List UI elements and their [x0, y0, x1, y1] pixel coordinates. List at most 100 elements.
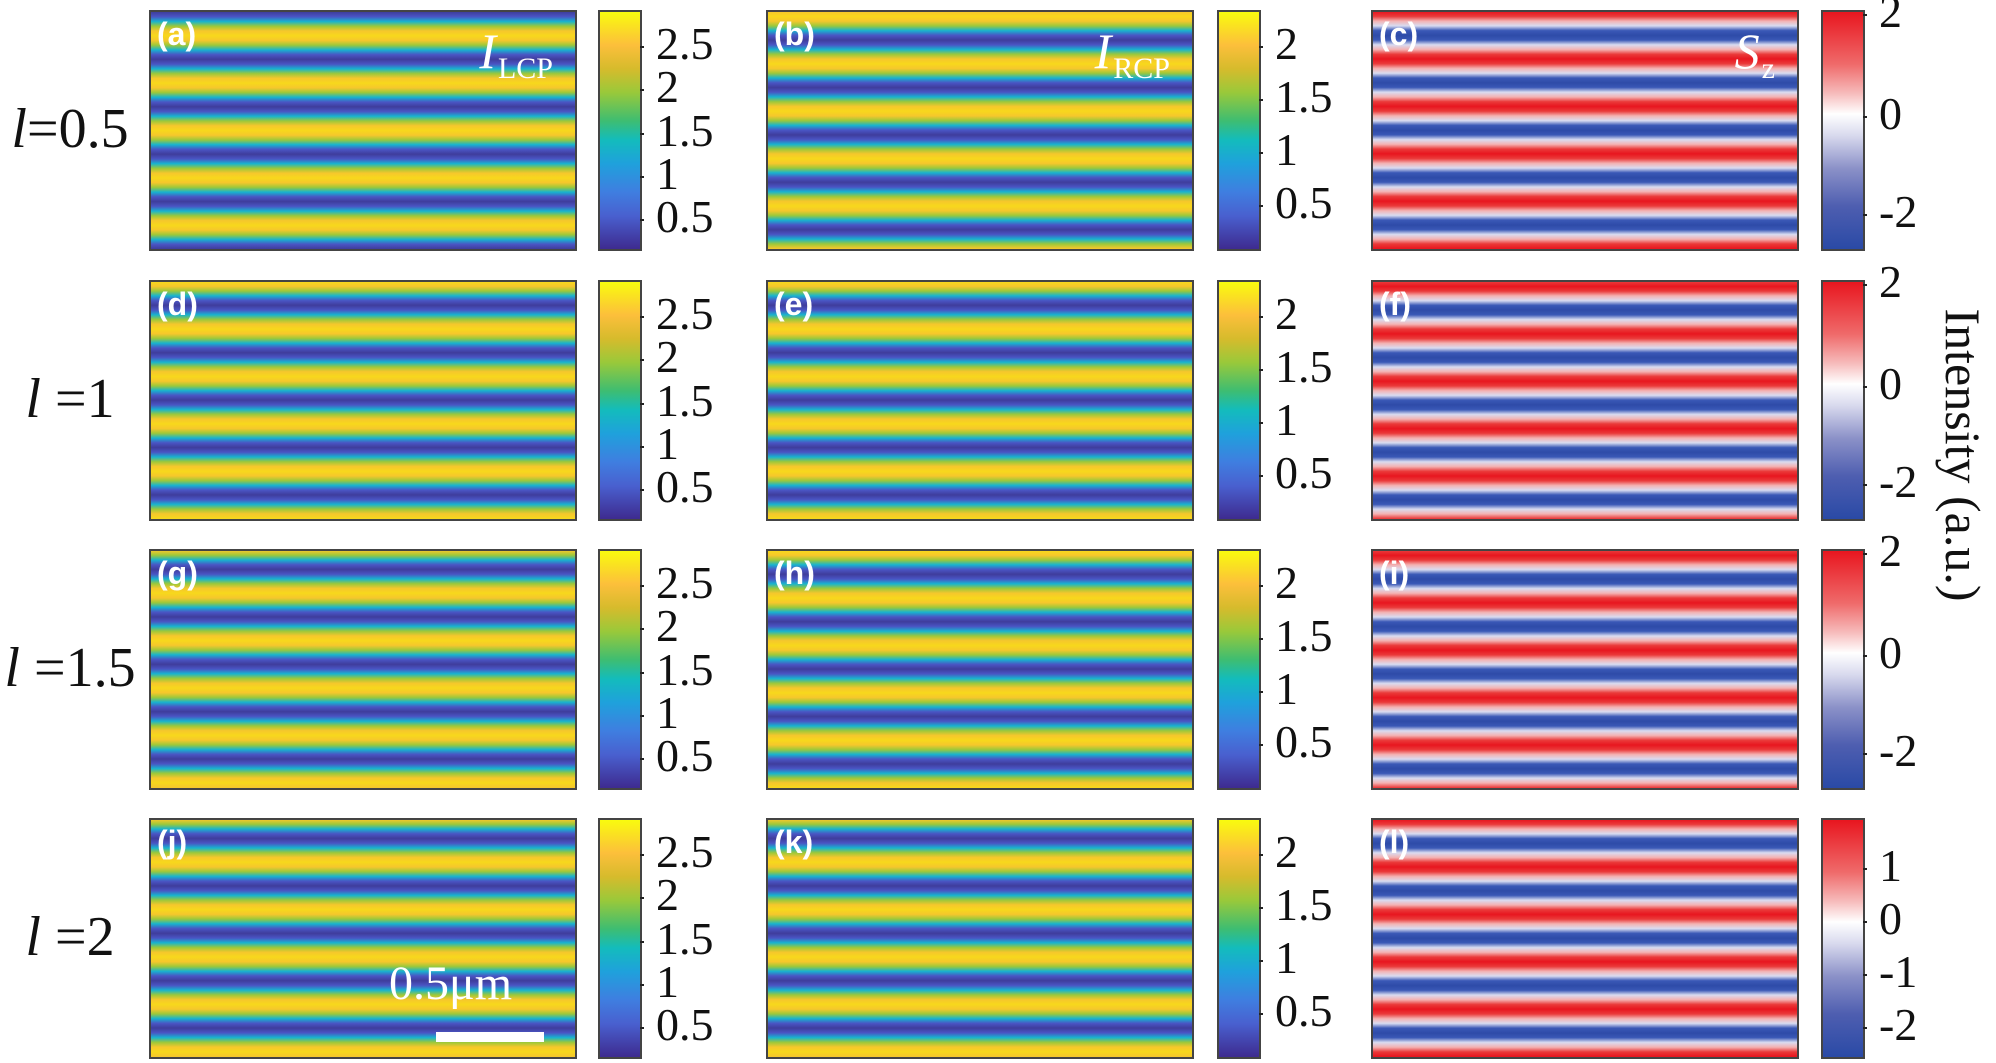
- row-label-variable: l: [25, 905, 41, 968]
- colorbar: [1217, 549, 1263, 790]
- colorbar-tick-label: 0: [1879, 87, 1902, 139]
- panel-tag: (d): [157, 286, 198, 322]
- row-label-l: l =1.5: [0, 636, 140, 700]
- colorbar-tick: [1259, 98, 1263, 101]
- colorbar-tick-label: 2.5: [656, 17, 714, 69]
- colorbar-tick-label: 1: [1879, 840, 1902, 892]
- colorbar-tick: [640, 671, 644, 674]
- colorbar-tick: [640, 402, 644, 405]
- colorbar: [1217, 818, 1263, 1059]
- fringe-image: [768, 551, 1192, 788]
- colorbar-tick: [640, 45, 644, 48]
- colorbar-tick: [1259, 584, 1263, 587]
- heatmap-panel: (k): [766, 818, 1194, 1059]
- colorbar-tick: [640, 315, 644, 318]
- colorbar-tick-label: 1.5: [1275, 609, 1333, 661]
- colorbar-tick-label: 1: [656, 686, 679, 738]
- colorbar: [598, 10, 644, 251]
- colorbar-tick-label: -2: [1879, 725, 1918, 777]
- colorbar-tick-label: 1: [1275, 931, 1298, 983]
- colorbar-tick-label: 1.5: [656, 104, 714, 156]
- colorbar-tick: [1863, 115, 1867, 118]
- colorbar-tick-label: 1: [1275, 123, 1298, 175]
- panel-tag: (j): [157, 824, 188, 860]
- colorbar-tick: [1863, 553, 1867, 556]
- colorbar-tick: [640, 175, 644, 178]
- colorbar-tick: [640, 853, 644, 856]
- fringe-image: [768, 820, 1192, 1057]
- heatmap-panel: (c) Sz: [1371, 10, 1799, 251]
- colorbar-tick-label: 1: [656, 147, 679, 199]
- colorbar-tick: [1259, 204, 1263, 207]
- fringe-image: [768, 282, 1192, 519]
- colorbar-tick-label: 2.5: [656, 287, 714, 339]
- colorbar-tick-label: 2: [656, 869, 679, 921]
- fringe-image: [151, 820, 575, 1057]
- colorbar-tick-label: 1.5: [656, 643, 714, 695]
- row-label-variable: l: [11, 97, 27, 160]
- colorbar-tick: [1259, 151, 1263, 154]
- colorbar-tick: [1863, 484, 1867, 487]
- colorbar-tick: [1259, 45, 1263, 48]
- colorbar-tick: [1863, 284, 1867, 287]
- colorbar-tick: [1863, 753, 1867, 756]
- quantity-label: ILCP: [479, 26, 553, 84]
- quantity-subscript: LCP: [497, 52, 553, 85]
- heatmap-panel: (e): [766, 280, 1194, 521]
- colorbar-tick: [1863, 14, 1867, 17]
- colorbar: [1821, 10, 1867, 251]
- colorbar: [1217, 280, 1263, 521]
- fringe-image: [768, 12, 1192, 249]
- colorbar-tick: [640, 489, 644, 492]
- heatmap-panel: (f): [1371, 280, 1799, 521]
- colorbar: [1217, 10, 1263, 251]
- panel-tag: (e): [774, 286, 814, 322]
- colorbar-tick: [1863, 214, 1867, 217]
- colorbar-tick: [640, 1027, 644, 1030]
- quantity-label: IRCP: [1095, 26, 1170, 84]
- colorbar: [1821, 549, 1867, 790]
- heatmap-panel: (b) IRCP: [766, 10, 1194, 251]
- row-label-value: =0.5: [26, 97, 129, 160]
- colorbar-tick-label: 0.5: [656, 191, 714, 243]
- colorbar-axis-label: Intensity (a.u.): [1935, 308, 1991, 602]
- colorbar-tick: [1863, 385, 1867, 388]
- colorbar-tick: [1259, 743, 1263, 746]
- quantity-label: Sz: [1735, 26, 1775, 84]
- colorbar-tick-label: -2: [1879, 456, 1918, 508]
- heatmap-panel: (h): [766, 549, 1194, 790]
- heatmap-panel: (a) ILCP: [149, 10, 577, 251]
- panel-tag: (a): [157, 16, 197, 52]
- colorbar-tick-label: 2: [1275, 825, 1298, 877]
- colorbar-tick-label: 1.5: [1275, 340, 1333, 392]
- colorbar-tick: [640, 219, 644, 222]
- colorbar-tick: [1259, 368, 1263, 371]
- colorbar-tick-label: 0.5: [1275, 715, 1333, 767]
- colorbar: [1821, 280, 1867, 521]
- quantity-subscript: z: [1761, 52, 1775, 85]
- row-label-value: =1: [40, 367, 115, 430]
- colorbar-tick-label: 2: [1879, 256, 1902, 308]
- colorbar-tick-label: 2: [656, 600, 679, 652]
- fringe-image: [1373, 820, 1797, 1057]
- colorbar-tick: [1259, 690, 1263, 693]
- panel-tag: (h): [774, 555, 815, 591]
- panel-tag: (f): [1379, 286, 1411, 322]
- colorbar-tick-label: 1: [1275, 662, 1298, 714]
- colorbar-tick-label: 2: [656, 61, 679, 113]
- colorbar-tick: [1259, 637, 1263, 640]
- colorbar-tick: [1863, 654, 1867, 657]
- colorbar-tick-label: 0.5: [1275, 984, 1333, 1036]
- colorbar-tick-label: 1: [1275, 393, 1298, 445]
- colorbar-tick-label: 1: [656, 955, 679, 1007]
- row-label-l: l =2: [0, 905, 140, 969]
- colorbar: [598, 818, 644, 1059]
- panel-tag: (i): [1379, 555, 1410, 591]
- colorbar-tick: [1259, 474, 1263, 477]
- colorbar-tick: [1259, 315, 1263, 318]
- colorbar-tick: [640, 584, 644, 587]
- colorbar-tick-label: -2: [1879, 186, 1918, 238]
- fringe-image: [1373, 12, 1797, 249]
- panel-tag: (c): [1379, 16, 1419, 52]
- colorbar-tick: [1259, 853, 1263, 856]
